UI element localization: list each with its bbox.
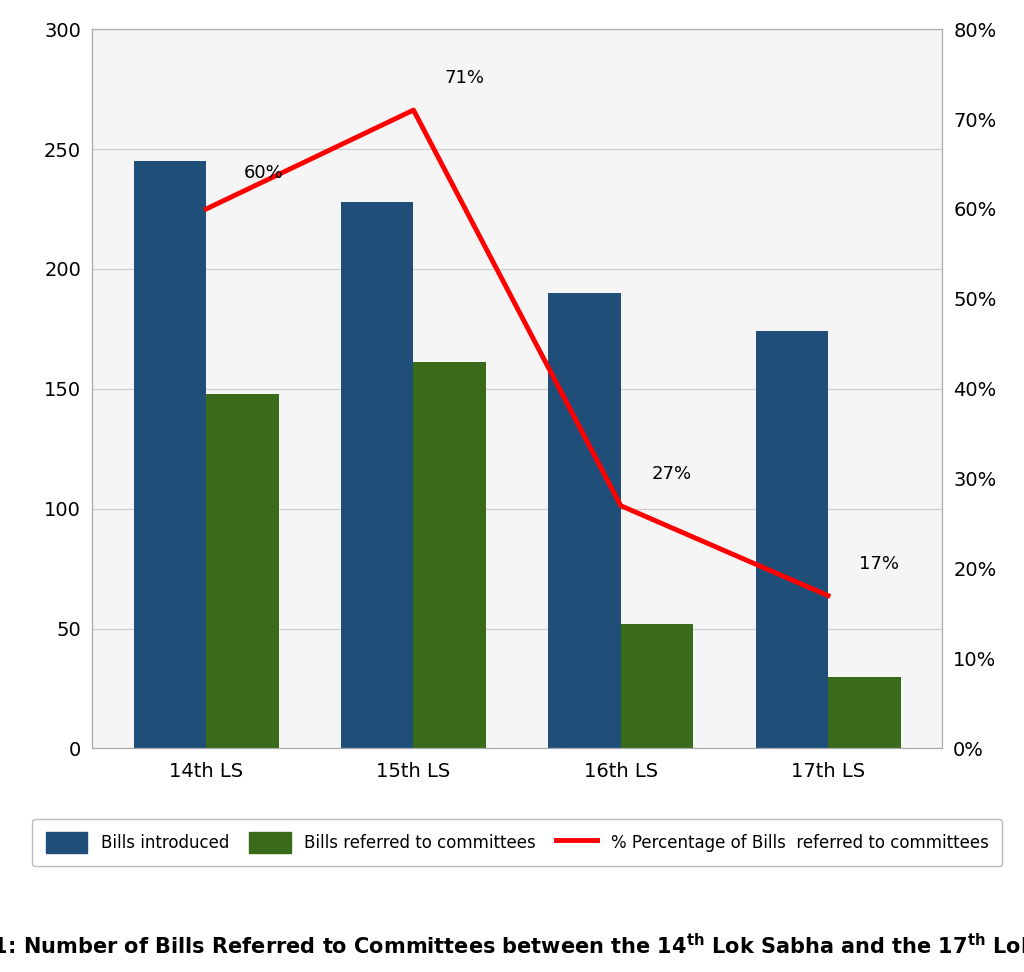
Legend: Bills introduced, Bills referred to committees, % Percentage of Bills  referred : Bills introduced, Bills referred to comm… (33, 819, 1001, 866)
Bar (756, 331, 828, 748)
Text: 60%: 60% (244, 163, 284, 182)
Text: 27%: 27% (652, 465, 692, 483)
Bar (414, 363, 486, 748)
Bar (206, 394, 279, 748)
Text: Figure 1: Number of Bills Referred to Committees between the 14$\mathregular{^{t: Figure 1: Number of Bills Referred to Co… (0, 932, 1024, 961)
Text: 71%: 71% (444, 69, 484, 87)
Text: 17%: 17% (859, 555, 899, 573)
Bar (621, 624, 693, 748)
Bar (133, 161, 206, 748)
Bar (341, 202, 414, 748)
Bar (828, 677, 901, 748)
Bar (548, 293, 621, 748)
